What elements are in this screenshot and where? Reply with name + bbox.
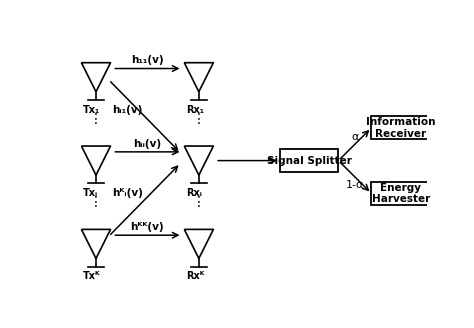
Text: Signal Splitter: Signal Splitter <box>266 155 352 166</box>
Text: Rxᵢ: Rxᵢ <box>186 188 202 198</box>
Bar <box>372 116 430 139</box>
Text: Txᴷ: Txᴷ <box>83 271 101 281</box>
Text: hᵢᵢ(v): hᵢᵢ(v) <box>133 138 162 149</box>
Text: ⋮: ⋮ <box>89 195 103 209</box>
Text: Information
Receiver: Information Receiver <box>366 117 436 138</box>
Bar <box>280 149 338 172</box>
Text: Energy
Harvester: Energy Harvester <box>372 183 430 204</box>
Text: Tx₁: Tx₁ <box>83 105 100 114</box>
Text: hᴷᴷ(v): hᴷᴷ(v) <box>131 222 164 232</box>
Text: ⋮: ⋮ <box>192 112 206 126</box>
Text: ⋮: ⋮ <box>89 112 103 126</box>
Text: Rx₁: Rx₁ <box>186 105 204 114</box>
Text: hᵢ₁(v): hᵢ₁(v) <box>112 105 142 115</box>
Text: Rxᴷ: Rxᴷ <box>186 271 204 281</box>
Text: h₁₁(v): h₁₁(v) <box>131 55 164 65</box>
Text: ⋮: ⋮ <box>192 195 206 209</box>
Text: 1-α: 1-α <box>346 179 364 190</box>
Bar <box>372 182 430 205</box>
Text: hᴷᵢ(v): hᴷᵢ(v) <box>112 189 143 198</box>
Text: Txᵢ: Txᵢ <box>83 188 98 198</box>
Text: α: α <box>351 132 359 142</box>
